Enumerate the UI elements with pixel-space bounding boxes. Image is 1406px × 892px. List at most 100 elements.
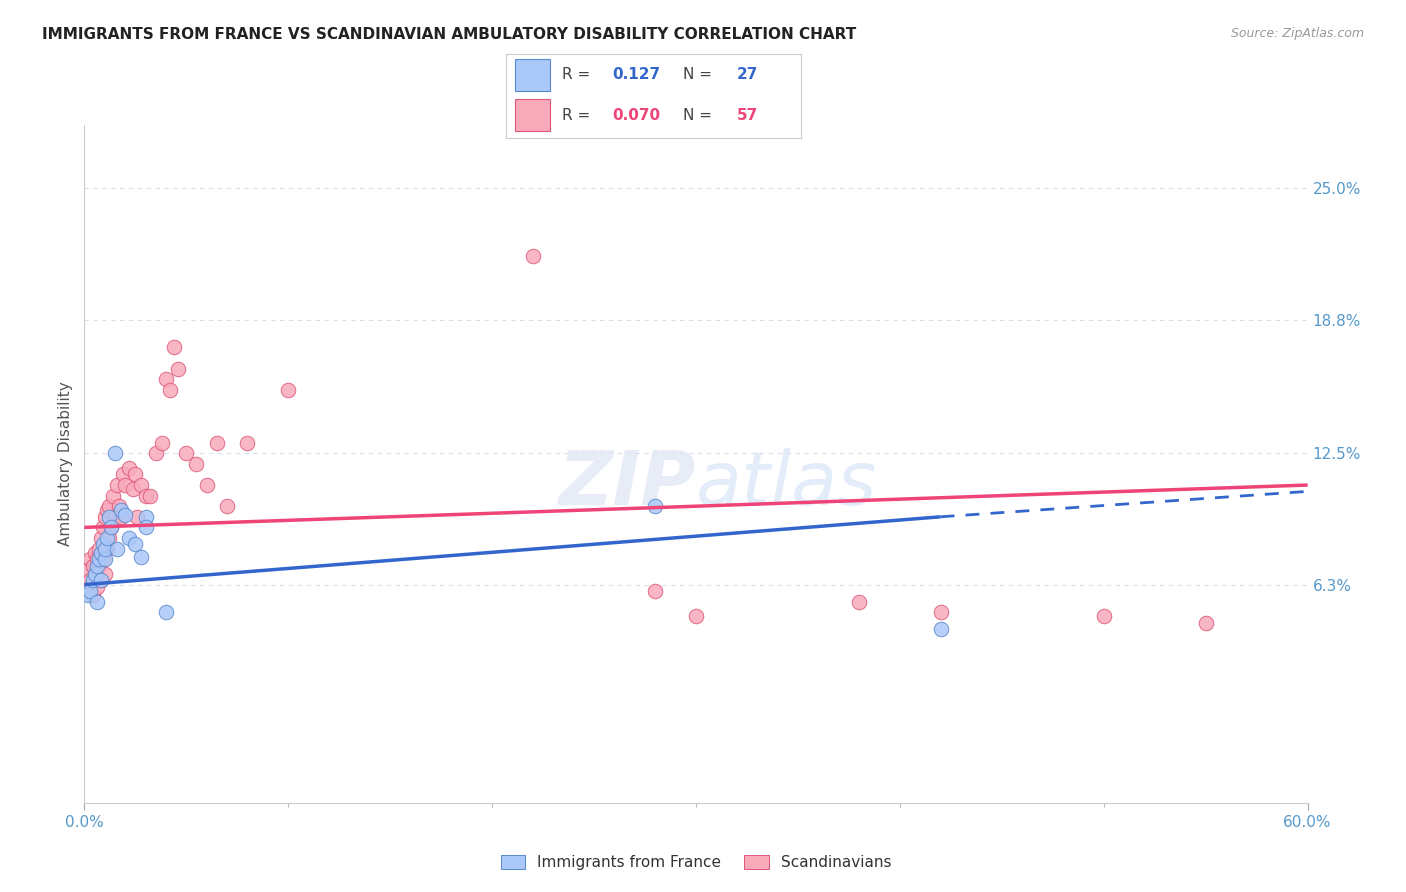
Point <box>186 457 208 471</box>
Point <box>93 552 115 566</box>
Text: N =: N = <box>683 108 717 123</box>
Point <box>118 531 141 545</box>
Point <box>90 531 112 545</box>
Point <box>150 435 173 450</box>
Point <box>205 435 228 450</box>
Point <box>79 574 101 588</box>
Point <box>163 340 186 354</box>
Point <box>86 558 108 573</box>
Point <box>929 622 952 636</box>
Point <box>77 563 100 577</box>
Point <box>1195 615 1218 630</box>
Text: N =: N = <box>683 67 717 82</box>
Point <box>87 541 110 556</box>
Legend: Immigrants from France, Scandinavians: Immigrants from France, Scandinavians <box>495 849 897 877</box>
Point <box>79 552 101 566</box>
Point <box>105 541 128 556</box>
Point <box>83 567 105 582</box>
Point <box>118 461 141 475</box>
Point <box>93 567 115 582</box>
Text: R =: R = <box>562 67 595 82</box>
Point <box>685 609 707 624</box>
Point <box>77 588 100 602</box>
Point <box>644 500 666 514</box>
Point <box>104 446 127 460</box>
Point <box>93 509 115 524</box>
Point <box>77 580 100 594</box>
Text: atlas: atlas <box>696 448 877 520</box>
Point <box>96 503 118 517</box>
Point <box>522 249 544 263</box>
Point <box>644 583 666 598</box>
Point <box>91 552 114 566</box>
Point <box>97 509 120 524</box>
Point <box>195 478 218 492</box>
Point <box>82 588 104 602</box>
Point <box>108 500 131 514</box>
Point <box>104 509 127 524</box>
Point <box>105 478 128 492</box>
Point <box>90 574 112 588</box>
Point <box>87 552 110 566</box>
Point <box>110 503 132 517</box>
Point <box>93 541 115 556</box>
Point <box>155 605 177 619</box>
Point <box>174 446 197 460</box>
FancyBboxPatch shape <box>515 59 550 91</box>
Text: 0.127: 0.127 <box>613 67 661 82</box>
Point <box>100 520 122 534</box>
Point <box>86 552 108 566</box>
Point <box>82 574 104 588</box>
Y-axis label: Ambulatory Disability: Ambulatory Disability <box>58 382 73 546</box>
Point <box>127 509 149 524</box>
Point <box>159 383 181 397</box>
Point <box>112 467 135 482</box>
Point <box>86 594 108 608</box>
Point <box>114 478 136 492</box>
Point <box>135 509 157 524</box>
Text: 0.070: 0.070 <box>613 108 661 123</box>
Point <box>96 531 118 545</box>
Point <box>929 605 952 619</box>
Text: IMMIGRANTS FROM FRANCE VS SCANDINAVIAN AMBULATORY DISABILITY CORRELATION CHART: IMMIGRANTS FROM FRANCE VS SCANDINAVIAN A… <box>42 27 856 42</box>
Point <box>124 467 146 482</box>
Point <box>167 361 190 376</box>
Point <box>277 383 299 397</box>
Point <box>82 558 104 573</box>
Point <box>155 372 177 386</box>
Point <box>96 541 118 556</box>
Text: 57: 57 <box>737 108 758 123</box>
Text: 27: 27 <box>737 67 758 82</box>
Point <box>217 500 239 514</box>
Text: R =: R = <box>562 108 595 123</box>
Point <box>83 567 105 582</box>
Text: ZIP: ZIP <box>558 448 696 521</box>
Point <box>100 520 122 534</box>
Point <box>90 546 112 560</box>
Point <box>135 520 157 534</box>
Point <box>131 549 153 565</box>
Point <box>236 435 259 450</box>
Point <box>86 580 108 594</box>
Point <box>97 531 120 545</box>
FancyBboxPatch shape <box>515 99 550 131</box>
Point <box>90 574 112 588</box>
Point <box>848 594 870 608</box>
Point <box>83 546 105 560</box>
Point <box>87 558 110 573</box>
Point <box>79 583 101 598</box>
Point <box>138 489 160 503</box>
Point <box>131 478 153 492</box>
Point <box>145 446 167 460</box>
Point <box>110 509 132 524</box>
Point <box>101 489 124 503</box>
Point <box>122 482 145 496</box>
Point <box>1092 609 1115 624</box>
Point <box>91 537 114 551</box>
Point <box>97 500 120 514</box>
Text: Source: ZipAtlas.com: Source: ZipAtlas.com <box>1230 27 1364 40</box>
Point <box>114 508 136 522</box>
Point <box>124 537 146 551</box>
Point <box>135 489 157 503</box>
Point <box>91 520 114 534</box>
